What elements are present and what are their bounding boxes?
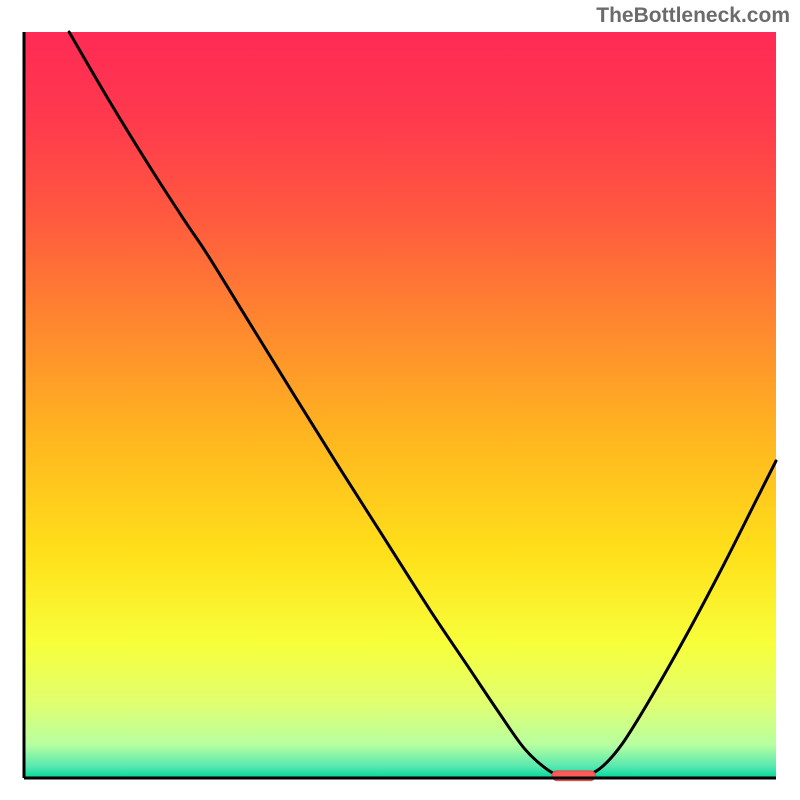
bottleneck-chart (0, 0, 800, 800)
plot-group (24, 32, 776, 781)
chart-stage: TheBottleneck.com (0, 0, 800, 800)
